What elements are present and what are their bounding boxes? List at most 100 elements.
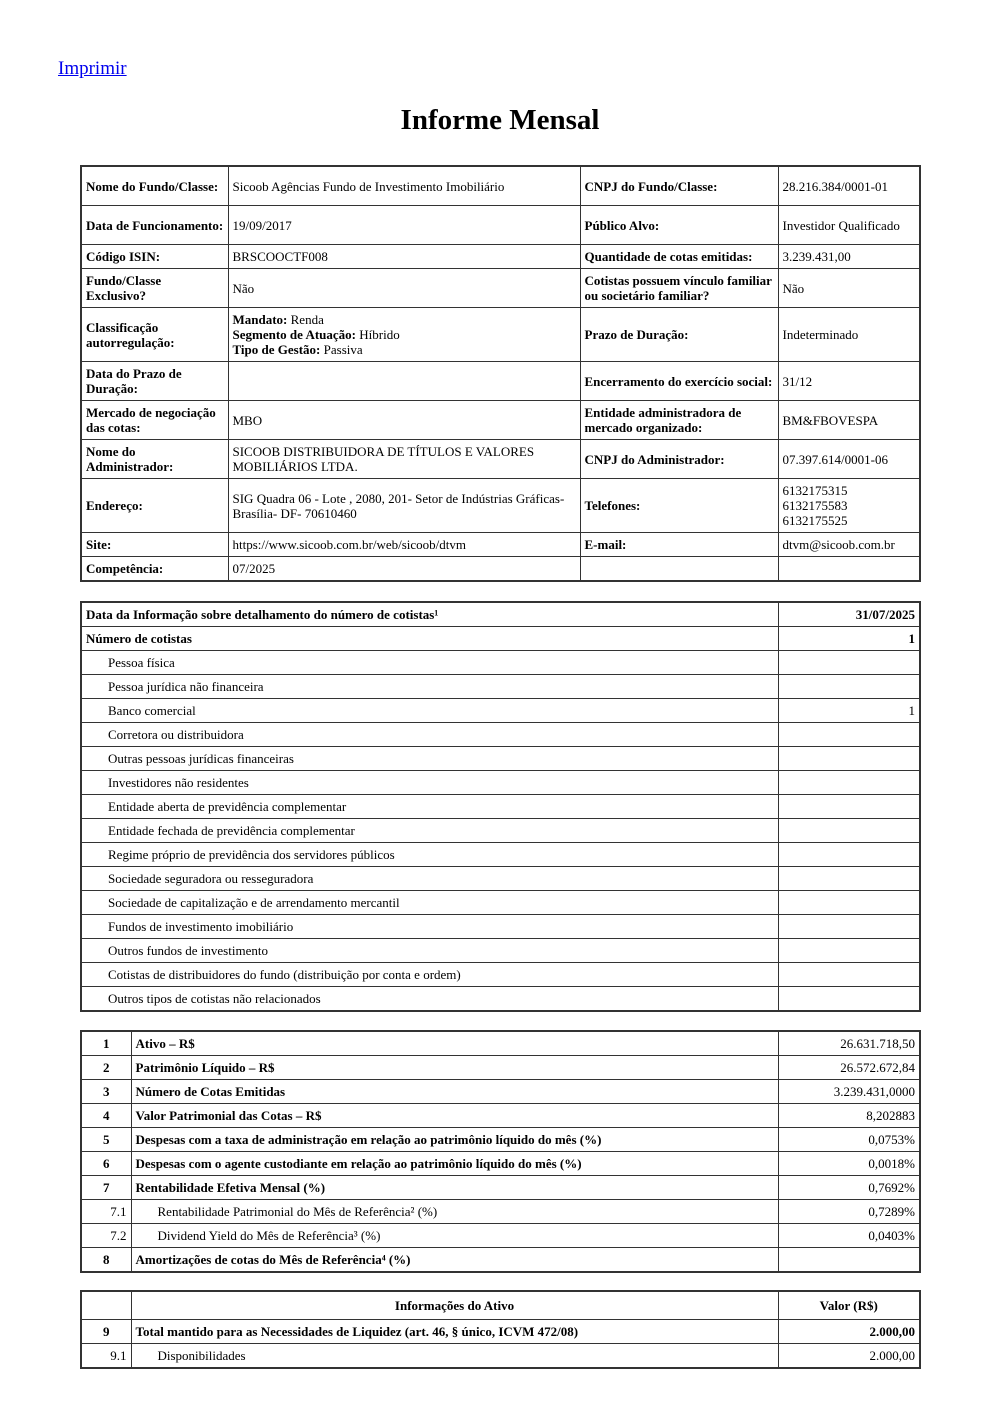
phone-number: 6132175315 [782,483,848,498]
classification-line: Mandato: Renda [233,312,576,327]
classification-label: Tipo de Gestão: [232,342,321,357]
cotista-count [777,818,921,843]
assets-header-label: Informações do Ativo [130,1290,779,1320]
indicator-row: 9.1 Disponibilidades 2.000,00 [80,1343,921,1369]
classification-value: Renda [287,312,324,327]
row-number: 8 [80,1247,132,1273]
cotista-type-label: Banco comercial [80,698,779,723]
row-label: Disponibilidades [130,1343,779,1369]
assets-table: Informações do Ativo Valor (R$) 9 Total m… [80,1290,921,1369]
fund-info-table: Nome do Fundo/Classe: Sicoob Agências Fun… [80,165,921,582]
cotistas-header-row: Data da Informação sobre detalhamento do… [80,601,921,627]
print-link[interactable]: Imprimir [58,58,127,79]
field-value [227,361,581,401]
field-label: Cotistas possuem vínculo familiar ou soc… [579,268,779,308]
cotista-type-label: Entidade fechada de previdência compleme… [80,818,779,843]
fund-info-row: Data do Prazo de Duração: Encerramento do… [80,361,921,401]
row-value: 26.572.672,84 [777,1055,921,1080]
indicator-row: 6 Despesas com o agente custodiante em re… [80,1151,921,1176]
cotista-count [777,746,921,771]
classification-value: Passiva [320,342,363,357]
fund-info-row: Site: https://www.sicoob.com.br/web/sicoo… [80,532,921,557]
row-value: 0,0403% [777,1223,921,1248]
field-value: Investidor Qualificado [777,205,921,245]
field-value: 07.397.614/0001-06 [777,439,921,479]
field-value: SICOOB DISTRIBUIDORA DE TÍTULOS E VALORE… [227,439,581,479]
cotista-count [777,914,921,939]
cotistas-row: Banco comercial 1 [80,698,921,723]
fund-info-row: Nome do Administrador: SICOOB DISTRIBUIDO… [80,439,921,479]
row-label: Valor Patrimonial das Cotas – R$ [130,1103,779,1128]
row-value: 0,0753% [777,1127,921,1152]
cotista-count [777,938,921,963]
cotista-type-label: Outros tipos de cotistas não relacionado… [80,986,779,1012]
cotista-type-label: Regime próprio de previdência dos servid… [80,842,779,867]
row-label: Dividend Yield do Mês de Referência³ (%) [130,1223,779,1248]
cotista-type-label: Cotistas de distribuidores do fundo (dis… [80,962,779,987]
cotista-count [777,962,921,987]
row-label: Total mantido para as Necessidades de Li… [130,1319,779,1344]
indicator-row: 9 Total mantido para as Necessidades de L… [80,1319,921,1344]
row-label: Patrimônio Líquido – R$ [130,1055,779,1080]
indicator-row: 7.1 Rentabilidade Patrimonial do Mês de R… [80,1199,921,1224]
cotistas-header-date: 31/07/2025 [777,601,921,627]
field-value: Não [777,268,921,308]
cotistas-total-row: Número de cotistas 1 [80,626,921,651]
cotista-count [777,890,921,915]
cotistas-row: Outros tipos de cotistas não relacionado… [80,986,921,1012]
field-value: BRSCOOCTF008 [227,244,581,269]
fund-info-row: Código ISIN: BRSCOOCTF008 Quantidade de co… [80,244,921,269]
field-value: Sicoob Agências Fundo de Investimento Im… [227,165,581,206]
row-label: Rentabilidade Efetiva Mensal (%) [130,1175,779,1200]
cotista-type-label: Pessoa física [80,650,779,675]
cotistas-row: Outras pessoas jurídicas financeiras [80,746,921,771]
row-label: Despesas com a taxa de administração em … [130,1127,779,1152]
indicator-row: 2 Patrimônio Líquido – R$ 26.572.672,84 [80,1055,921,1080]
cotista-type-label: Corretora ou distribuidora [80,722,779,747]
cotista-count [777,986,921,1012]
cotistas-row: Sociedade de capitalização e de arrendam… [80,890,921,915]
row-number: 7.2 [80,1223,132,1248]
row-value: 0,7289% [777,1199,921,1224]
cotistas-row: Entidade aberta de previdência complemen… [80,794,921,819]
field-label: Código ISIN: [80,244,229,269]
cotista-count [777,650,921,675]
cotista-count [777,842,921,867]
row-number: 7 [80,1175,132,1200]
cotista-type-label: Sociedade de capitalização e de arrendam… [80,890,779,915]
field-value: dtvm@sicoob.com.br [777,532,921,557]
classification-label: Mandato: [232,312,288,327]
field-label: Nome do Fundo/Classe: [80,165,229,206]
fund-info-row: Mercado de negociação das cotas: MBO Entid… [80,400,921,440]
cotista-type-label: Pessoa jurídica não financeira [80,674,779,699]
cotista-count [777,770,921,795]
field-label: Fundo/Classe Exclusivo? [80,268,229,308]
cotista-count: 1 [777,698,921,723]
row-number: 3 [80,1079,132,1104]
field-label: CNPJ do Fundo/Classe: [579,165,779,206]
field-value: BM&FBOVESPA [777,400,921,440]
cotistas-row: Outros fundos de investimento [80,938,921,963]
field-label [579,556,779,582]
cotistas-row: Pessoa física [80,650,921,675]
row-label: Despesas com o agente custodiante em rel… [130,1151,779,1176]
field-label: Endereço: [80,478,229,533]
classification-line: Tipo de Gestão: Passiva [233,342,576,357]
field-label: Data de Funcionamento: [80,205,229,245]
indicator-row: 4 Valor Patrimonial das Cotas – R$ 8,20288… [80,1103,921,1128]
fund-info-row: Classificação autorregulação: Mandato: Re… [80,307,921,362]
field-value: 31/12 [777,361,921,401]
fund-info-row: Fundo/Classe Exclusivo? Não Cotistas possu… [80,268,921,308]
row-value: 0,7692% [777,1175,921,1200]
field-label: Classificação autorregulação: [80,307,229,362]
field-value: 28.216.384/0001-01 [777,165,921,206]
row-value: 26.631.718,50 [777,1030,921,1056]
row-number: 9 [80,1319,132,1344]
fund-info-row: Data de Funcionamento: 19/09/2017 Público … [80,205,921,245]
cotistas-total-label: Número de cotistas [80,626,779,651]
cotistas-row: Regime próprio de previdência dos servid… [80,842,921,867]
field-label: Nome do Administrador: [80,439,229,479]
row-value [777,1247,921,1273]
row-label: Rentabilidade Patrimonial do Mês de Refe… [130,1199,779,1224]
indicators-table: 1 Ativo – R$ 26.631.718,50 2 Patrimônio Líqu… [80,1030,921,1273]
